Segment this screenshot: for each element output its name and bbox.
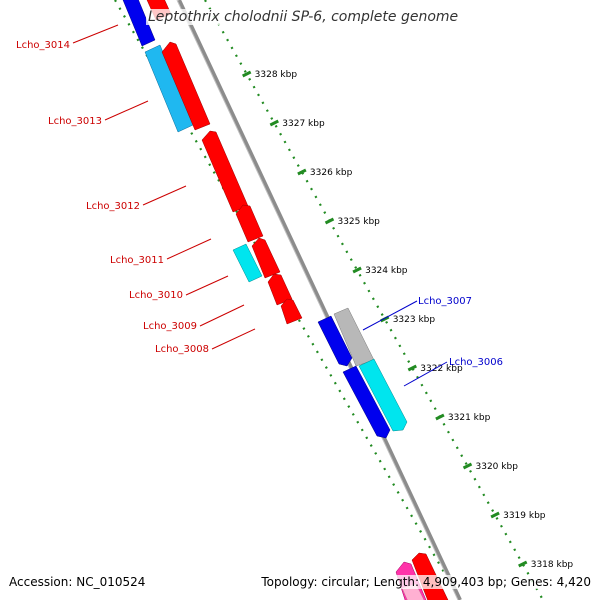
gene-label-lcho-3006[interactable]: Lcho_3006 — [449, 357, 503, 368]
scale-labels: 3328 kbp 3327 kbp 3326 kbp 3325 kbp 3324 kbp… — [255, 70, 574, 570]
scale-label: 3319 kbp — [503, 511, 546, 521]
gene-reverse-red-5[interactable] — [251, 237, 281, 279]
gene-reverse-red-4[interactable] — [235, 204, 264, 243]
accession-text: Accession: NC_010524 — [9, 575, 146, 589]
genome-stats-text: Topology: circular; Length: 4,909,403 bp… — [261, 575, 591, 589]
scale-label: 3318 kbp — [531, 560, 574, 570]
scale-tick — [407, 364, 417, 372]
major-ticks — [242, 70, 528, 568]
scale-tick — [462, 462, 473, 470]
gene-label-lcho-3007[interactable]: Lcho_3007 — [418, 296, 472, 307]
gene-label-lcho-3011[interactable]: Lcho_3011 — [110, 255, 164, 266]
gene-reverse-red-3[interactable] — [201, 130, 249, 213]
genome-backbone-highlight — [176, 0, 459, 600]
gene-reverse-red-6[interactable] — [267, 273, 293, 306]
gene-label-lcho-3014[interactable]: Lcho_3014 — [16, 40, 70, 51]
gene-label-lcho-3013[interactable]: Lcho_3013 — [48, 116, 102, 127]
gene-reverse-cyan[interactable] — [232, 243, 263, 283]
scale-label: 3328 kbp — [255, 70, 298, 80]
genome-backbone — [177, 0, 462, 600]
gene-label-lcho-3009[interactable]: Lcho_3009 — [143, 321, 197, 332]
gene-forward-gray[interactable] — [333, 307, 375, 367]
scale-tick — [242, 70, 252, 78]
scale-tick — [518, 560, 528, 568]
gene-reverse-red-2[interactable] — [161, 41, 211, 131]
scale-label: 3326 kbp — [310, 168, 353, 178]
genome-title: Leptothrix cholodnii SP-6, complete geno… — [146, 9, 461, 25]
scale-tick — [324, 217, 335, 225]
gene-reverse-red-7[interactable] — [280, 298, 303, 325]
scale-label: 3320 kbp — [476, 462, 519, 472]
label-leaders — [72, 24, 448, 387]
gene-forward-blue-2[interactable] — [342, 365, 391, 439]
gene-label-lcho-3010[interactable]: Lcho_3010 — [129, 290, 183, 301]
scale-label: 3321 kbp — [448, 413, 491, 423]
scale-tick — [352, 266, 362, 274]
outer-tick-ring — [204, 0, 544, 600]
scale-label: 3322 kbp — [420, 364, 463, 374]
scale-tick — [435, 413, 445, 421]
gene-label-lcho-3012[interactable]: Lcho_3012 — [86, 201, 140, 212]
gene-label-lcho-3008[interactable]: Lcho_3008 — [155, 344, 209, 355]
scale-label: 3323 kbp — [393, 315, 436, 325]
scale-tick — [297, 168, 307, 176]
scale-label: 3327 kbp — [282, 119, 325, 129]
scale-label: 3325 kbp — [337, 217, 380, 227]
gene-forward-cyan[interactable] — [358, 358, 408, 432]
gene-forward-blue-1[interactable] — [317, 315, 353, 367]
scale-label: 3324 kbp — [365, 266, 408, 276]
scale-tick — [490, 511, 500, 519]
gene-reverse-blue[interactable] — [122, 0, 156, 47]
scale-tick — [269, 119, 279, 127]
inner-tick-ring — [114, 0, 461, 600]
